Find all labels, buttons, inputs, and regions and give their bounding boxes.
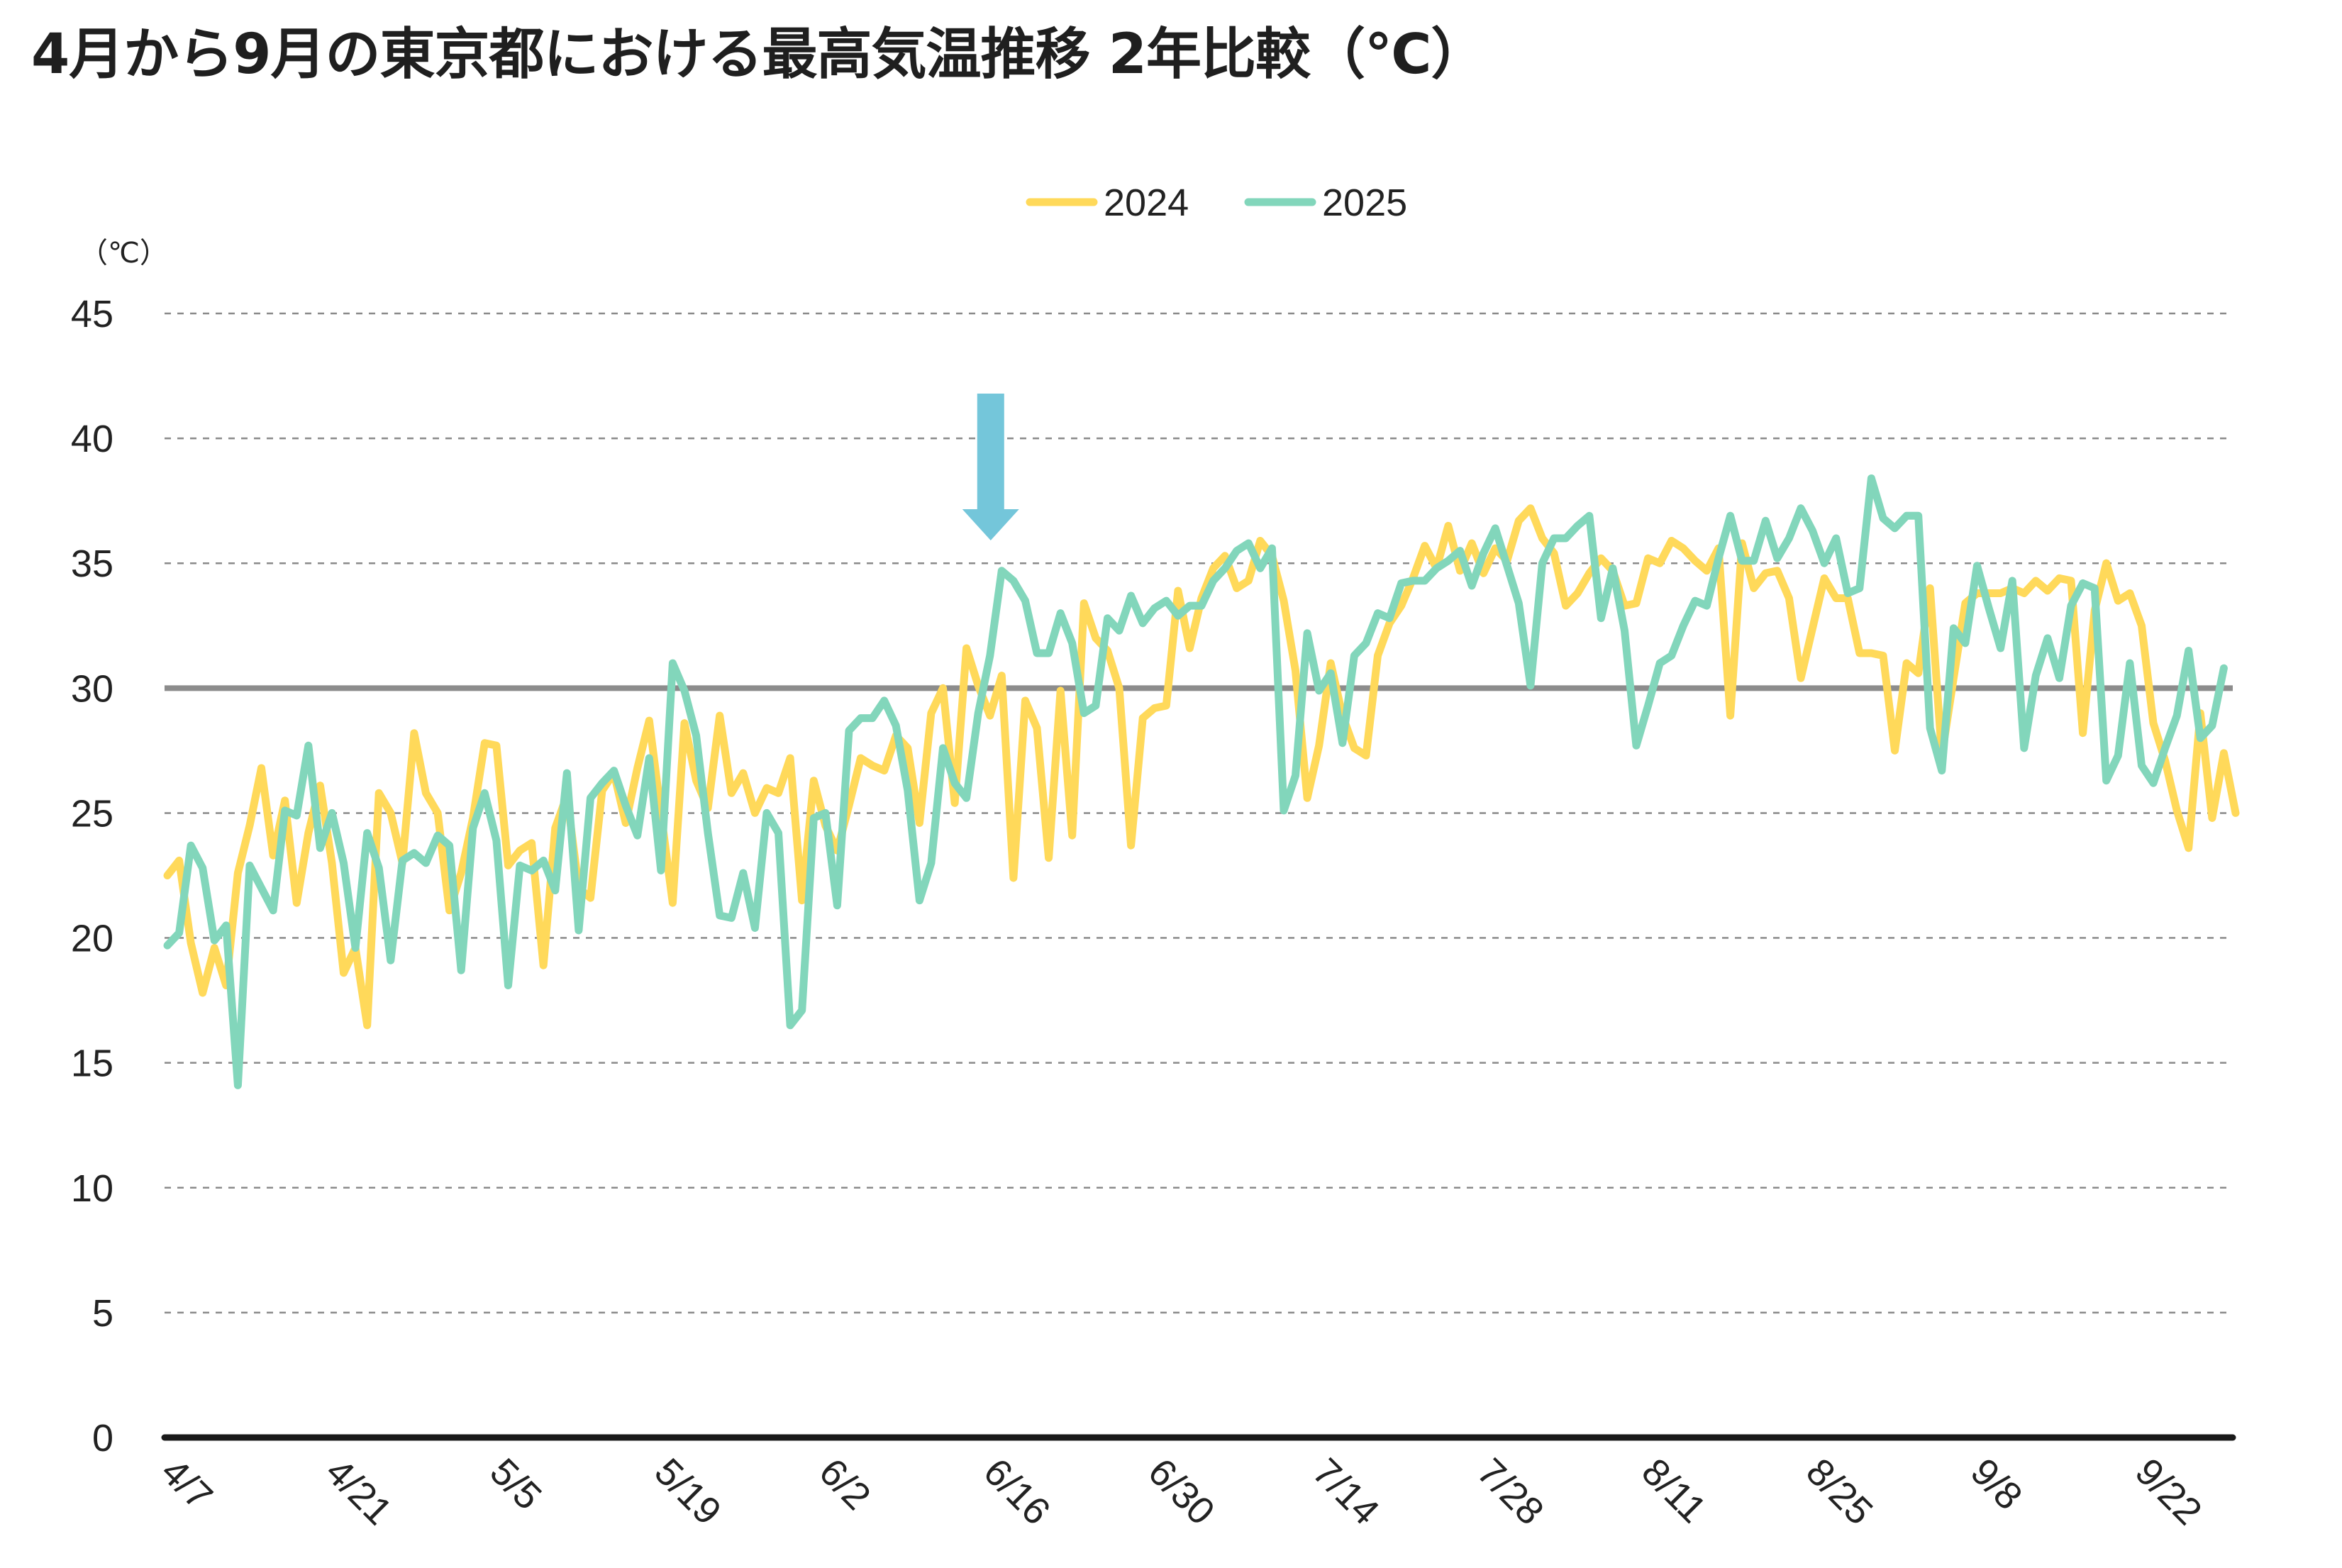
x-tick-label: 6/16	[975, 1450, 1058, 1533]
legend: 2024 2025	[1026, 182, 1407, 224]
chart-title: 4月から9月の東京都における最高気温推移 2年比較（℃）	[31, 23, 1486, 87]
y-tick-label: 5	[92, 1292, 113, 1335]
y-tick-label: 0	[92, 1417, 113, 1459]
x-tick-label: 4/21	[317, 1450, 400, 1533]
y-unit-label: （℃）	[79, 237, 168, 269]
series-lines	[163, 474, 2240, 1089]
x-tick-label: 7/14	[1304, 1450, 1387, 1533]
x-tick-label: 5/19	[646, 1450, 729, 1533]
x-tick-label: 4/7	[153, 1450, 221, 1518]
x-tick-label: 6/30	[1140, 1450, 1223, 1533]
series-line-2025	[163, 474, 2228, 1089]
legend-label-2025: 2025	[1322, 182, 1407, 224]
y-tick-label: 30	[71, 667, 113, 710]
y-tick-label: 35	[71, 543, 113, 585]
y-tick-label: 20	[71, 918, 113, 960]
y-tick-label: 45	[71, 293, 113, 335]
annotations	[962, 394, 1019, 540]
legend-label-2024: 2024	[1104, 182, 1189, 224]
x-tick-label: 5/5	[482, 1450, 550, 1518]
x-tick-label: 8/25	[1798, 1450, 1881, 1533]
y-tick-label: 25	[71, 792, 113, 835]
y-tick-label: 40	[71, 418, 113, 460]
x-tick-label: 9/8	[1963, 1450, 2031, 1518]
x-tick-label: 9/22	[2127, 1450, 2210, 1533]
y-tick-label: 15	[71, 1042, 113, 1085]
x-tick-label: 7/28	[1469, 1450, 1552, 1533]
axes: （℃） 0 5 10 15 20 25 30 35 40 45 4/7 4/21 5/5 5/19 6/2 6/…	[71, 237, 2236, 1533]
x-tick-label: 8/11	[1633, 1450, 1714, 1531]
x-tick-label: 6/2	[811, 1450, 879, 1518]
down-arrow-icon	[962, 394, 1019, 540]
y-tick-label: 10	[71, 1167, 113, 1210]
